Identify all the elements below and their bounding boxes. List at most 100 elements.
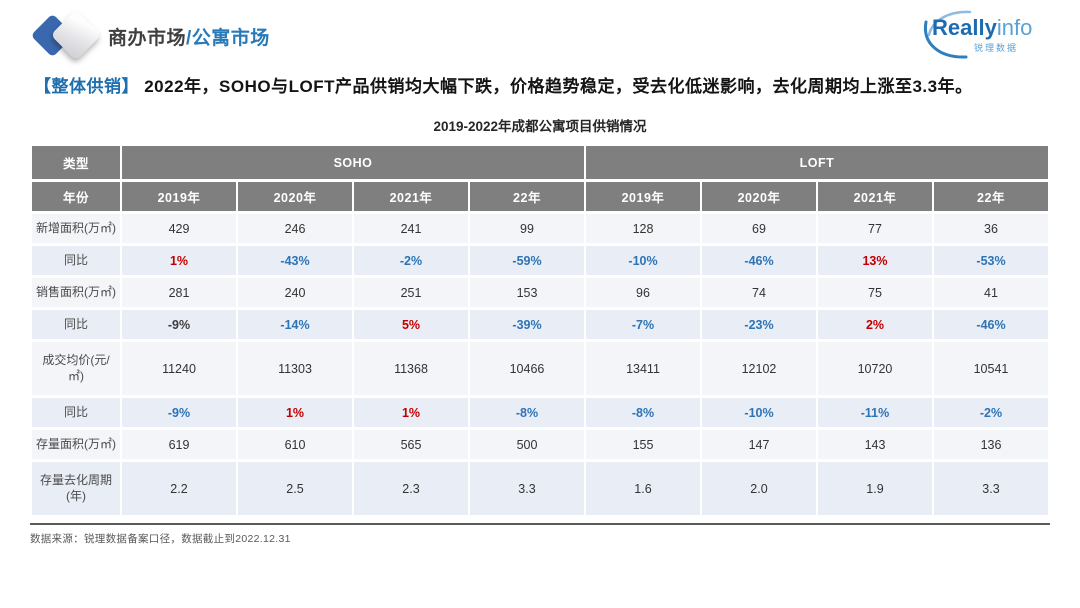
row-label: 存量去化周期(年) — [32, 462, 120, 516]
row-label: 成交均价(元/㎡) — [32, 342, 120, 396]
table-row: 销售面积(万㎡) 281 240 251 153 96 74 75 41 — [32, 278, 1048, 308]
table-cell: 2% — [818, 310, 932, 340]
table-cell: 136 — [934, 430, 1048, 460]
table-cell: 155 — [586, 430, 700, 460]
table-cell: 143 — [818, 430, 932, 460]
row-label: 同比 — [32, 398, 120, 428]
logo-swoosh-icon — [923, 10, 972, 59]
table-cell: -43% — [238, 246, 352, 276]
table-cell: 12102 — [702, 342, 816, 396]
table-cell: 10466 — [470, 342, 584, 396]
table-cell: 36 — [934, 214, 1048, 244]
table-cell: 1% — [238, 398, 352, 428]
brand-name: Reallyinfo — [932, 17, 1032, 39]
year-header: 2019年 — [122, 182, 236, 212]
table-cell: 1.6 — [586, 462, 700, 516]
table-cell: 429 — [122, 214, 236, 244]
table-cell: 10720 — [818, 342, 932, 396]
brand-chinese-name: 锐理数据 — [974, 43, 1019, 53]
corner-header-year: 年份 — [32, 182, 120, 212]
table-row: 同比 -9% 1% 1% -8% -8% -10% -11% -2% — [32, 398, 1048, 428]
table-cell: 241 — [354, 214, 468, 244]
table-cell: -10% — [702, 398, 816, 428]
row-label: 新增面积(万㎡) — [32, 214, 120, 244]
table-cell: -53% — [934, 246, 1048, 276]
table-row: 存量去化周期(年) 2.2 2.5 2.3 3.3 1.6 2.0 1.9 3.… — [32, 462, 1048, 516]
table-row: 新增面积(万㎡) 429 246 241 99 128 69 77 36 — [32, 214, 1048, 244]
table-cell: 246 — [238, 214, 352, 244]
data-table: 类型 SOHO LOFT 年份 2019年 2020年 2021年 22年 20… — [30, 143, 1050, 518]
table-cell: 500 — [470, 430, 584, 460]
table-cell: 565 — [354, 430, 468, 460]
table-cell: 75 — [818, 278, 932, 308]
table-cell: 13411 — [586, 342, 700, 396]
table-cell: -10% — [586, 246, 700, 276]
table-row: 同比 1% -43% -2% -59% -10% -46% 13% -53% — [32, 246, 1048, 276]
table-cell: -46% — [934, 310, 1048, 340]
table-cell: -8% — [470, 398, 584, 428]
group-header-soho: SOHO — [122, 146, 584, 180]
summary-body: 2022年，SOHO与LOFT产品供销均大幅下跌，价格趋势稳定，受去化低迷影响，… — [139, 77, 973, 96]
table-cell: 251 — [354, 278, 468, 308]
table-cell: 2.0 — [702, 462, 816, 516]
table-cell: 5% — [354, 310, 468, 340]
year-header: 2021年 — [818, 182, 932, 212]
table-cell: -8% — [586, 398, 700, 428]
table-row: 存量面积(万㎡) 619 610 565 500 155 147 143 136 — [32, 430, 1048, 460]
table-cell: 281 — [122, 278, 236, 308]
table-cell: 1.9 — [818, 462, 932, 516]
table-cell: -9% — [122, 310, 236, 340]
row-label: 同比 — [32, 310, 120, 340]
row-label: 同比 — [32, 246, 120, 276]
table-cell: 1% — [354, 398, 468, 428]
table-cell: -2% — [934, 398, 1048, 428]
table-cell: -11% — [818, 398, 932, 428]
table-title: 2019-2022年成都公寓项目供销情况 — [433, 119, 647, 135]
table-cell: -23% — [702, 310, 816, 340]
summary-text: 【整体供销】 2022年，SOHO与LOFT产品供销均大幅下跌，价格趋势稳定，受… — [34, 70, 1046, 103]
page-title: 商办市场/公寓市场 — [108, 23, 270, 50]
table-cell: 619 — [122, 430, 236, 460]
table-cell: 2.5 — [238, 462, 352, 516]
white-diamond — [50, 9, 102, 61]
table-cell: 77 — [818, 214, 932, 244]
table-cell: 41 — [934, 278, 1048, 308]
page-title-left: 商办市场 — [108, 27, 187, 49]
table-row: 同比 -9% -14% 5% -39% -7% -23% 2% -46% — [32, 310, 1048, 340]
table-cell: 610 — [238, 430, 352, 460]
table-cell: 240 — [238, 278, 352, 308]
table-cell: -14% — [238, 310, 352, 340]
table-cell: 3.3 — [470, 462, 584, 516]
year-header: 2019年 — [586, 182, 700, 212]
data-source-note: 数据来源：锐理数据备案口径，数据截止到2022.12.31 — [30, 533, 291, 546]
year-header: 22年 — [934, 182, 1048, 212]
table-cell: 153 — [470, 278, 584, 308]
table-cell: -59% — [470, 246, 584, 276]
page-title-right: /公寓市场 — [186, 27, 270, 49]
diamond-logo-icon — [30, 7, 102, 65]
table-cell: -7% — [586, 310, 700, 340]
table-cell: 1% — [122, 246, 236, 276]
group-header-loft: LOFT — [586, 146, 1048, 180]
table-cell: -46% — [702, 246, 816, 276]
table-cell: 74 — [702, 278, 816, 308]
table-cell: 2.3 — [354, 462, 468, 516]
corner-header-type: 类型 — [32, 146, 120, 180]
year-header: 2020年 — [238, 182, 352, 212]
row-label: 存量面积(万㎡) — [32, 430, 120, 460]
year-header: 22年 — [470, 182, 584, 212]
table-cell: 96 — [586, 278, 700, 308]
table-cell: 147 — [702, 430, 816, 460]
summary-tag: 【整体供销】 — [34, 77, 139, 96]
row-label: 销售面积(万㎡) — [32, 278, 120, 308]
table-cell: 2.2 — [122, 462, 236, 516]
table-cell: 13% — [818, 246, 932, 276]
table-cell: 99 — [470, 214, 584, 244]
table-cell: 11240 — [122, 342, 236, 396]
year-header: 2020年 — [702, 182, 816, 212]
year-header: 2021年 — [354, 182, 468, 212]
table-cell: 3.3 — [934, 462, 1048, 516]
table-cell: 10541 — [934, 342, 1048, 396]
table-row: 成交均价(元/㎡) 11240 11303 11368 10466 13411 … — [32, 342, 1048, 396]
